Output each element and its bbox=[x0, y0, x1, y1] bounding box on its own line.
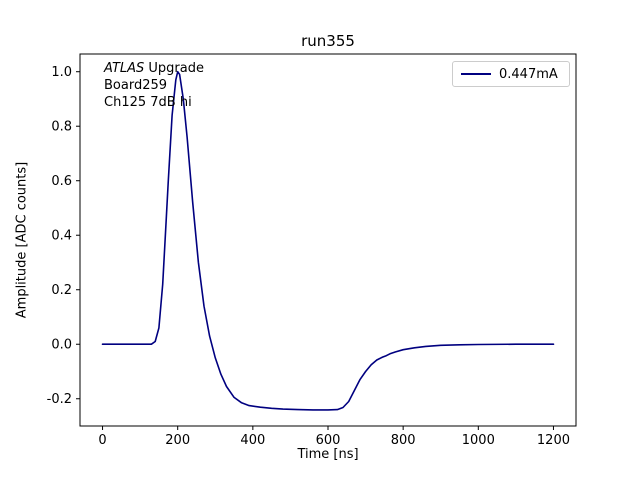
annotation-line-1: ATLAS Upgrade bbox=[104, 60, 204, 77]
svg-text:0.8: 0.8 bbox=[51, 120, 72, 135]
legend: 0.447mA bbox=[452, 61, 570, 87]
legend-line-sample bbox=[461, 73, 491, 75]
svg-text:1200: 1200 bbox=[537, 433, 570, 448]
legend-label: 0.447mA bbox=[499, 66, 558, 82]
x-axis-label: Time [ns] bbox=[297, 447, 359, 462]
annotation-line-2: Board259 bbox=[104, 78, 168, 93]
svg-text:0.6: 0.6 bbox=[51, 174, 72, 189]
svg-text:600: 600 bbox=[316, 433, 341, 448]
y-axis-label: Amplitude [ADC counts] bbox=[14, 161, 30, 319]
svg-text:1000: 1000 bbox=[462, 433, 495, 448]
svg-text:800: 800 bbox=[391, 433, 416, 448]
annotation-line-3: Ch125 7dB hi bbox=[104, 95, 192, 110]
svg-text:0.4: 0.4 bbox=[51, 229, 72, 244]
annotation-upgrade: Upgrade bbox=[144, 61, 204, 76]
svg-text:200: 200 bbox=[165, 433, 190, 448]
annotation-block: ATLAS Upgrade Board259 Ch125 7dB hi bbox=[104, 60, 204, 111]
svg-text:400: 400 bbox=[240, 433, 265, 448]
annotation-atlas: ATLAS bbox=[104, 61, 145, 76]
svg-text:1.0: 1.0 bbox=[51, 65, 72, 80]
svg-text:0: 0 bbox=[98, 433, 106, 448]
chart-title: run355 bbox=[301, 32, 355, 50]
svg-text:0.0: 0.0 bbox=[51, 338, 72, 353]
svg-text:0.2: 0.2 bbox=[51, 283, 72, 298]
svg-text:-0.2: -0.2 bbox=[47, 392, 72, 407]
